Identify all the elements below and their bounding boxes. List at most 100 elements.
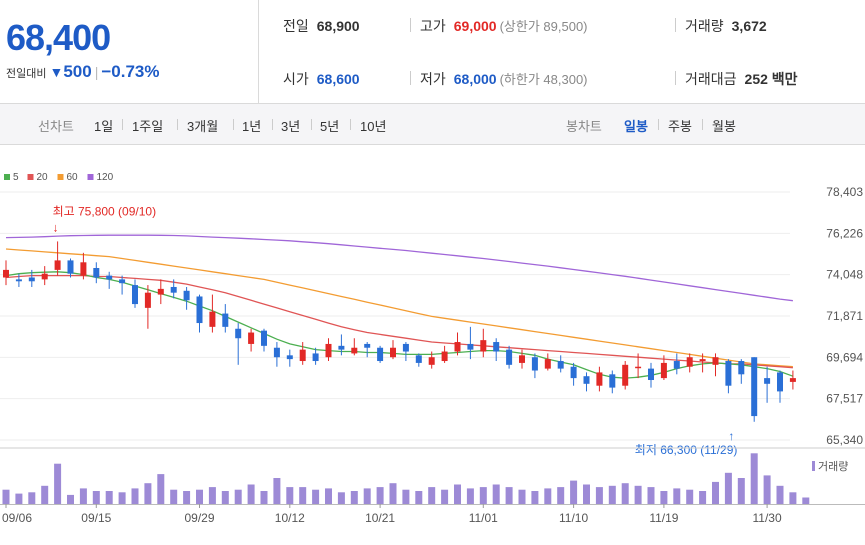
down-arrow-icon: ▼ [49, 64, 64, 80]
x-tick-label: 09/15 [81, 511, 111, 525]
low-arrow-icon: ↑ [728, 429, 734, 443]
low-annotation: 최저 66,300 (11/29) [635, 443, 738, 457]
candle-body [377, 347, 384, 362]
legend-label: 60 [67, 172, 79, 183]
period-3m[interactable]: 3개월 [187, 119, 219, 134]
candle-body [738, 361, 745, 375]
volume-bar [402, 489, 410, 504]
y-tick-label: 71,871 [826, 309, 863, 323]
candle-body [261, 330, 267, 346]
period-10y[interactable]: 10년 [360, 119, 387, 134]
candle-body [28, 277, 35, 282]
volume-bar [557, 487, 565, 504]
period-5y[interactable]: 5년 [320, 119, 340, 134]
candle-body [235, 328, 242, 339]
price-box: 68,400 전일대비 ▼500 | −0.73% [0, 0, 259, 103]
low-label: 저가 [420, 71, 446, 87]
candle-body [764, 378, 771, 384]
volume-bar [196, 489, 203, 504]
period-1d[interactable]: 1일 [94, 119, 114, 134]
candles [3, 241, 796, 422]
divider [272, 119, 273, 130]
candle-body [415, 355, 422, 363]
candle-body [622, 364, 629, 386]
volume-bar [67, 494, 74, 504]
legend-swatch [27, 174, 34, 180]
candle-daily[interactable]: 일봉 [624, 119, 648, 134]
x-tick-label: 09/06 [2, 511, 32, 525]
divider [410, 18, 411, 32]
x-tick-label: 10/12 [275, 511, 305, 525]
volume-bar [273, 478, 281, 504]
candle-body [170, 286, 177, 293]
volume-info: 거래량 3,672 [685, 16, 767, 36]
volume-bar [389, 483, 397, 504]
prev-close-label: 전일 [283, 18, 309, 34]
volume-bar [92, 491, 100, 504]
volume-bar [466, 488, 474, 504]
volume-bar [583, 484, 590, 504]
candle-body [54, 260, 61, 270]
candle-body [673, 361, 680, 369]
volume-bar [325, 488, 332, 504]
open-label: 시가 [283, 71, 309, 87]
divider [311, 119, 312, 130]
volume-bar [737, 478, 745, 504]
candle-body [519, 355, 525, 363]
period-1w[interactable]: 1주일 [132, 119, 164, 134]
moving-averages [5, 234, 794, 379]
y-tick-label: 67,517 [826, 392, 863, 406]
candle-body [312, 353, 319, 362]
candle-body [544, 359, 551, 369]
candle-body [390, 347, 396, 358]
volume-bar [28, 492, 36, 504]
volume-bar [750, 453, 758, 504]
candle-body [777, 372, 783, 392]
candle-body [531, 357, 538, 371]
open-value: 68,600 [316, 71, 360, 87]
candle-body [635, 366, 642, 369]
candle-body [67, 260, 74, 274]
volume-bar [208, 487, 216, 504]
candle-body [596, 372, 603, 386]
prev-close: 전일 68,900 [283, 16, 360, 36]
candle-monthly[interactable]: 월봉 [712, 119, 736, 134]
period-3y[interactable]: 3년 [281, 119, 301, 134]
current-price: 68,400 [6, 17, 111, 58]
volume-bar [724, 472, 732, 504]
x-tick-label: 11/01 [469, 511, 498, 525]
candle-body [209, 311, 216, 327]
candle-body [609, 374, 616, 388]
y-tick-label: 76,226 [826, 226, 863, 240]
change-line: 전일대비 ▼500 | −0.73% [6, 62, 160, 82]
candle-chart-title: 봉차트 [566, 119, 602, 134]
legend-swatch [57, 174, 64, 180]
candle-body [751, 357, 758, 417]
volume-bar [802, 497, 810, 504]
legend-swatch [87, 174, 94, 180]
volume-legend-swatch [812, 461, 815, 471]
volume-bars: 거래량 [0, 447, 865, 505]
candle-body [789, 378, 796, 382]
change-label: 전일대비 [6, 68, 47, 80]
lower-limit: (하한가 48,300) [499, 72, 588, 87]
ma60-line [5, 248, 793, 368]
volume-bar [312, 489, 320, 504]
change-percent: −0.73% [101, 62, 160, 81]
candle-weekly[interactable]: 주봉 [668, 119, 692, 134]
volume-bar [131, 488, 139, 504]
candle-body [15, 279, 22, 282]
volume-bar [699, 491, 707, 504]
period-1y[interactable]: 1년 [242, 119, 262, 134]
volume-bar [518, 489, 526, 504]
x-tick-label: 11/30 [753, 511, 782, 525]
candle-body [338, 345, 345, 350]
x-tick-label: 10/21 [365, 511, 395, 525]
divider [675, 18, 676, 32]
chart-toolbar: 선차트 1일 1주일 3개월 1년 3년 5년 10년 봉차트 일봉 주봉 월봉 [0, 104, 865, 145]
candle-body [480, 340, 487, 352]
candle-body [132, 285, 138, 305]
volume-bar [595, 487, 603, 504]
volume-bar [2, 489, 10, 504]
candle-body [41, 273, 48, 280]
